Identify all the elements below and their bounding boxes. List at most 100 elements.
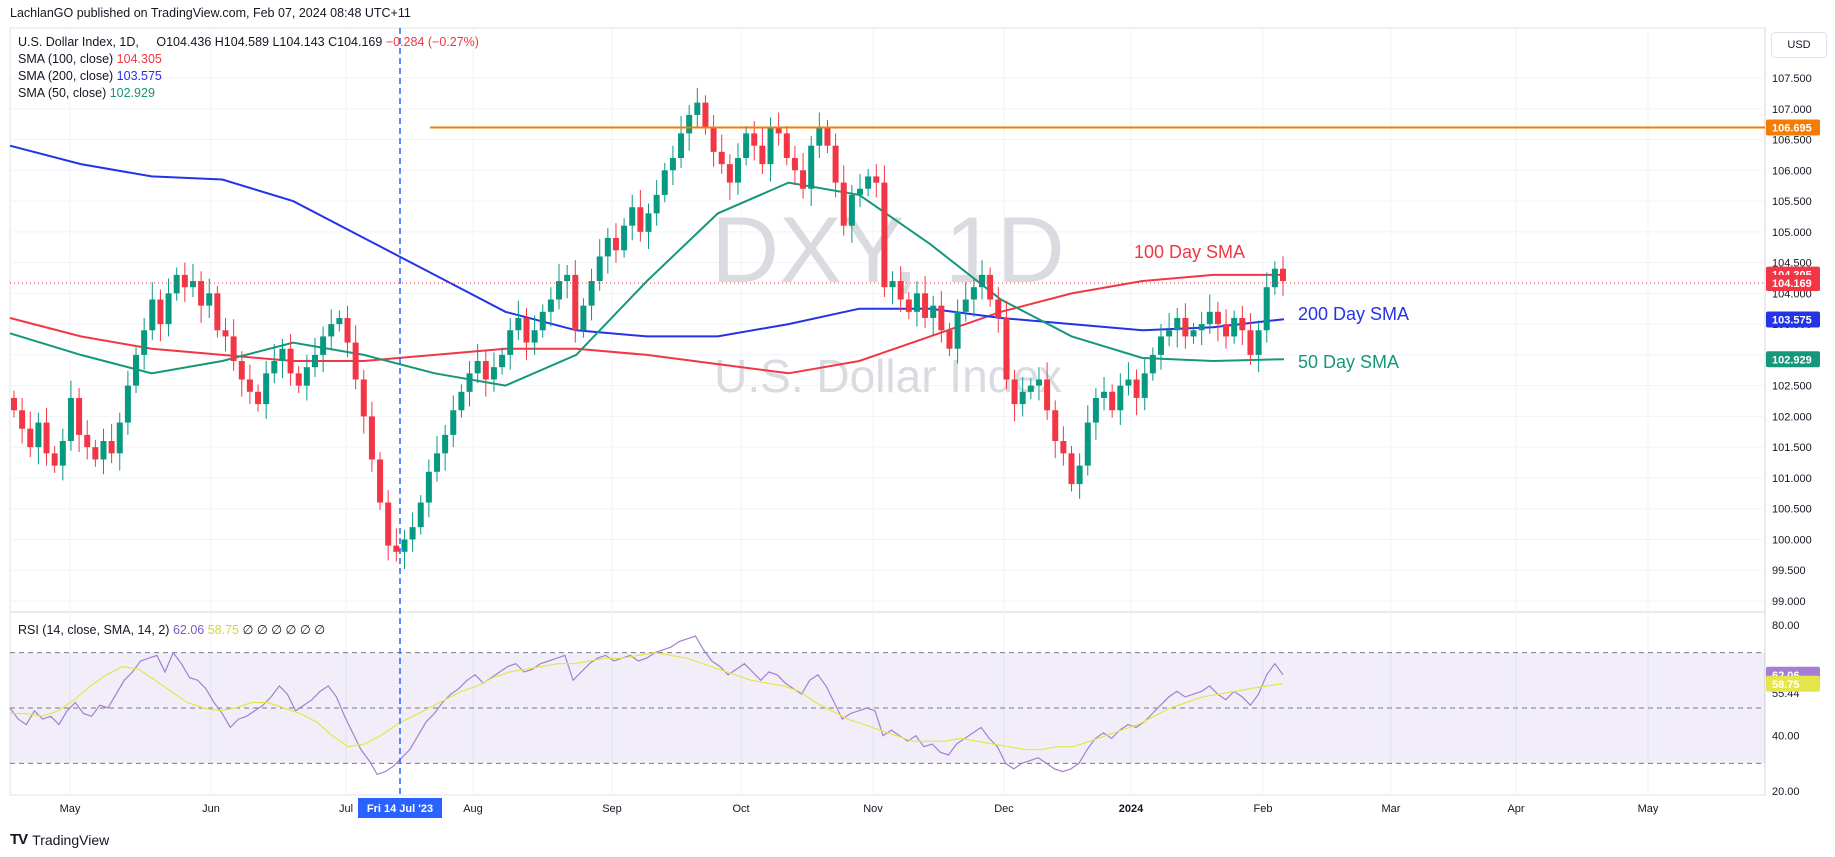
price-tag: 103.575 — [1766, 311, 1820, 328]
candle-body — [1027, 385, 1034, 392]
rsi-sma-line — [10, 652, 1284, 751]
candle-body — [1247, 330, 1254, 355]
candle-body — [11, 397, 17, 411]
y-tick-label: 102.500 — [1772, 381, 1812, 393]
y-tick-label: 100.500 — [1772, 504, 1812, 516]
candle-body — [734, 157, 741, 183]
candle-body — [718, 151, 725, 165]
x-tick-label: May — [60, 803, 81, 815]
candle-body — [311, 354, 318, 368]
candle-body — [450, 410, 457, 435]
annotation-sma100: 100 Day SMA — [1134, 242, 1245, 262]
brand-label: TradingView — [32, 831, 110, 848]
candle-body — [409, 527, 416, 540]
rsi-pane — [9, 635, 1765, 776]
candle-body — [344, 317, 351, 343]
x-tick-label: Apr — [1507, 803, 1524, 815]
y-tick-label: 99.500 — [1772, 565, 1806, 577]
candle-body — [783, 133, 790, 158]
candle-body — [173, 274, 180, 294]
candle-body — [580, 305, 587, 331]
y-tick-label: 101.500 — [1772, 442, 1812, 454]
legend-symbol[interactable]: U.S. Dollar Index, 1D, — [18, 35, 139, 49]
candle-body — [767, 127, 774, 165]
watermark-ticker: DXY, 1D — [711, 197, 1065, 302]
legend-row-ohlc: U.S. Dollar Index, 1D, O104.436 H104.589… — [18, 34, 479, 51]
candle-body — [791, 157, 798, 171]
candle-body — [889, 281, 896, 288]
candle-body — [905, 299, 912, 312]
legend-sma50-label: SMA (50, close) — [18, 86, 107, 100]
legend-row-sma100[interactable]: SMA (100, close) 104.305 — [18, 51, 479, 68]
candle-body — [621, 225, 628, 251]
legend-open: O104.436 — [156, 35, 212, 49]
crosshair-date-label: Fri 14 Jul '23 — [367, 803, 433, 815]
y-tick-label: 105.500 — [1772, 196, 1812, 208]
candle-body — [19, 410, 26, 429]
x-tick-label: Mar — [1382, 803, 1401, 815]
rsi-tick-label: 20.00 — [1772, 786, 1800, 798]
candle-body — [897, 281, 904, 300]
legend-sma50-value: 102.929 — [109, 86, 155, 100]
candle-body — [1157, 336, 1164, 355]
candle-body — [604, 237, 611, 257]
annotation-sma50: 50 Day SMA — [1298, 352, 1399, 372]
candle-body — [995, 299, 1002, 318]
overlays: Fri 14 Jul '23 — [10, 28, 1765, 818]
legend-sma200-value: 103.575 — [116, 69, 162, 83]
tradingview-brand[interactable]: TV TradingView — [10, 831, 109, 848]
legend-low: L104.143 — [272, 35, 325, 49]
price-tag-bg — [1766, 274, 1820, 291]
candle-body — [1068, 453, 1075, 485]
y-tick-label: 107.500 — [1772, 73, 1812, 85]
candle-body — [76, 397, 83, 435]
candle-body — [572, 274, 579, 331]
candle-body — [686, 114, 693, 134]
candle-body — [678, 133, 685, 158]
candle-body — [1060, 441, 1067, 454]
currency-button[interactable]: USD — [1771, 32, 1827, 58]
candle-body — [694, 102, 701, 115]
y-tick-label: 106.500 — [1772, 135, 1812, 147]
candle-body — [946, 330, 953, 349]
x-tick-label: Aug — [463, 803, 483, 815]
price-legend: U.S. Dollar Index, 1D, O104.436 H104.589… — [18, 34, 479, 102]
candle-body — [157, 299, 164, 325]
candle-body — [970, 287, 977, 300]
candle-body — [482, 361, 489, 380]
candle-body — [295, 373, 302, 386]
legend-row-sma200[interactable]: SMA (200, close) 103.575 — [18, 68, 479, 85]
candle-body — [1141, 373, 1148, 398]
candle-body — [377, 459, 384, 503]
x-tick-label: May — [1638, 803, 1659, 815]
price-tag-label: 102.929 — [1772, 354, 1812, 366]
rsi-legend[interactable]: RSI (14, close, SMA, 14, 2) 62.06 58.75 … — [18, 622, 325, 637]
candle-body — [710, 127, 717, 152]
candle-body — [1044, 379, 1051, 411]
candle-body — [775, 127, 782, 134]
candle-body — [214, 293, 221, 331]
candle-body — [1190, 330, 1197, 337]
x-tick-label: Sep — [602, 803, 622, 815]
candle-body — [425, 471, 432, 503]
candle-body — [922, 293, 929, 318]
rsi-legend-sma-value: 58.75 — [207, 623, 239, 637]
candle-body — [596, 256, 603, 282]
candle-body — [1214, 311, 1221, 325]
candle-body — [653, 194, 660, 214]
candle-body — [246, 379, 253, 392]
candle-body — [816, 127, 823, 146]
candle-body — [515, 317, 522, 331]
y-tick-label: 99.000 — [1772, 596, 1806, 608]
candle-body — [840, 182, 847, 226]
annotation-sma200: 200 Day SMA — [1298, 304, 1409, 324]
candle-body — [531, 330, 538, 343]
candle-body — [824, 127, 831, 146]
price-tag: 102.929 — [1766, 351, 1820, 368]
candle-body — [1109, 391, 1116, 411]
candle-body — [913, 293, 920, 312]
candle-body — [1263, 287, 1270, 331]
legend-row-sma50[interactable]: SMA (50, close) 102.929 — [18, 85, 479, 102]
rsi-tick-label: 40.00 — [1772, 731, 1800, 743]
